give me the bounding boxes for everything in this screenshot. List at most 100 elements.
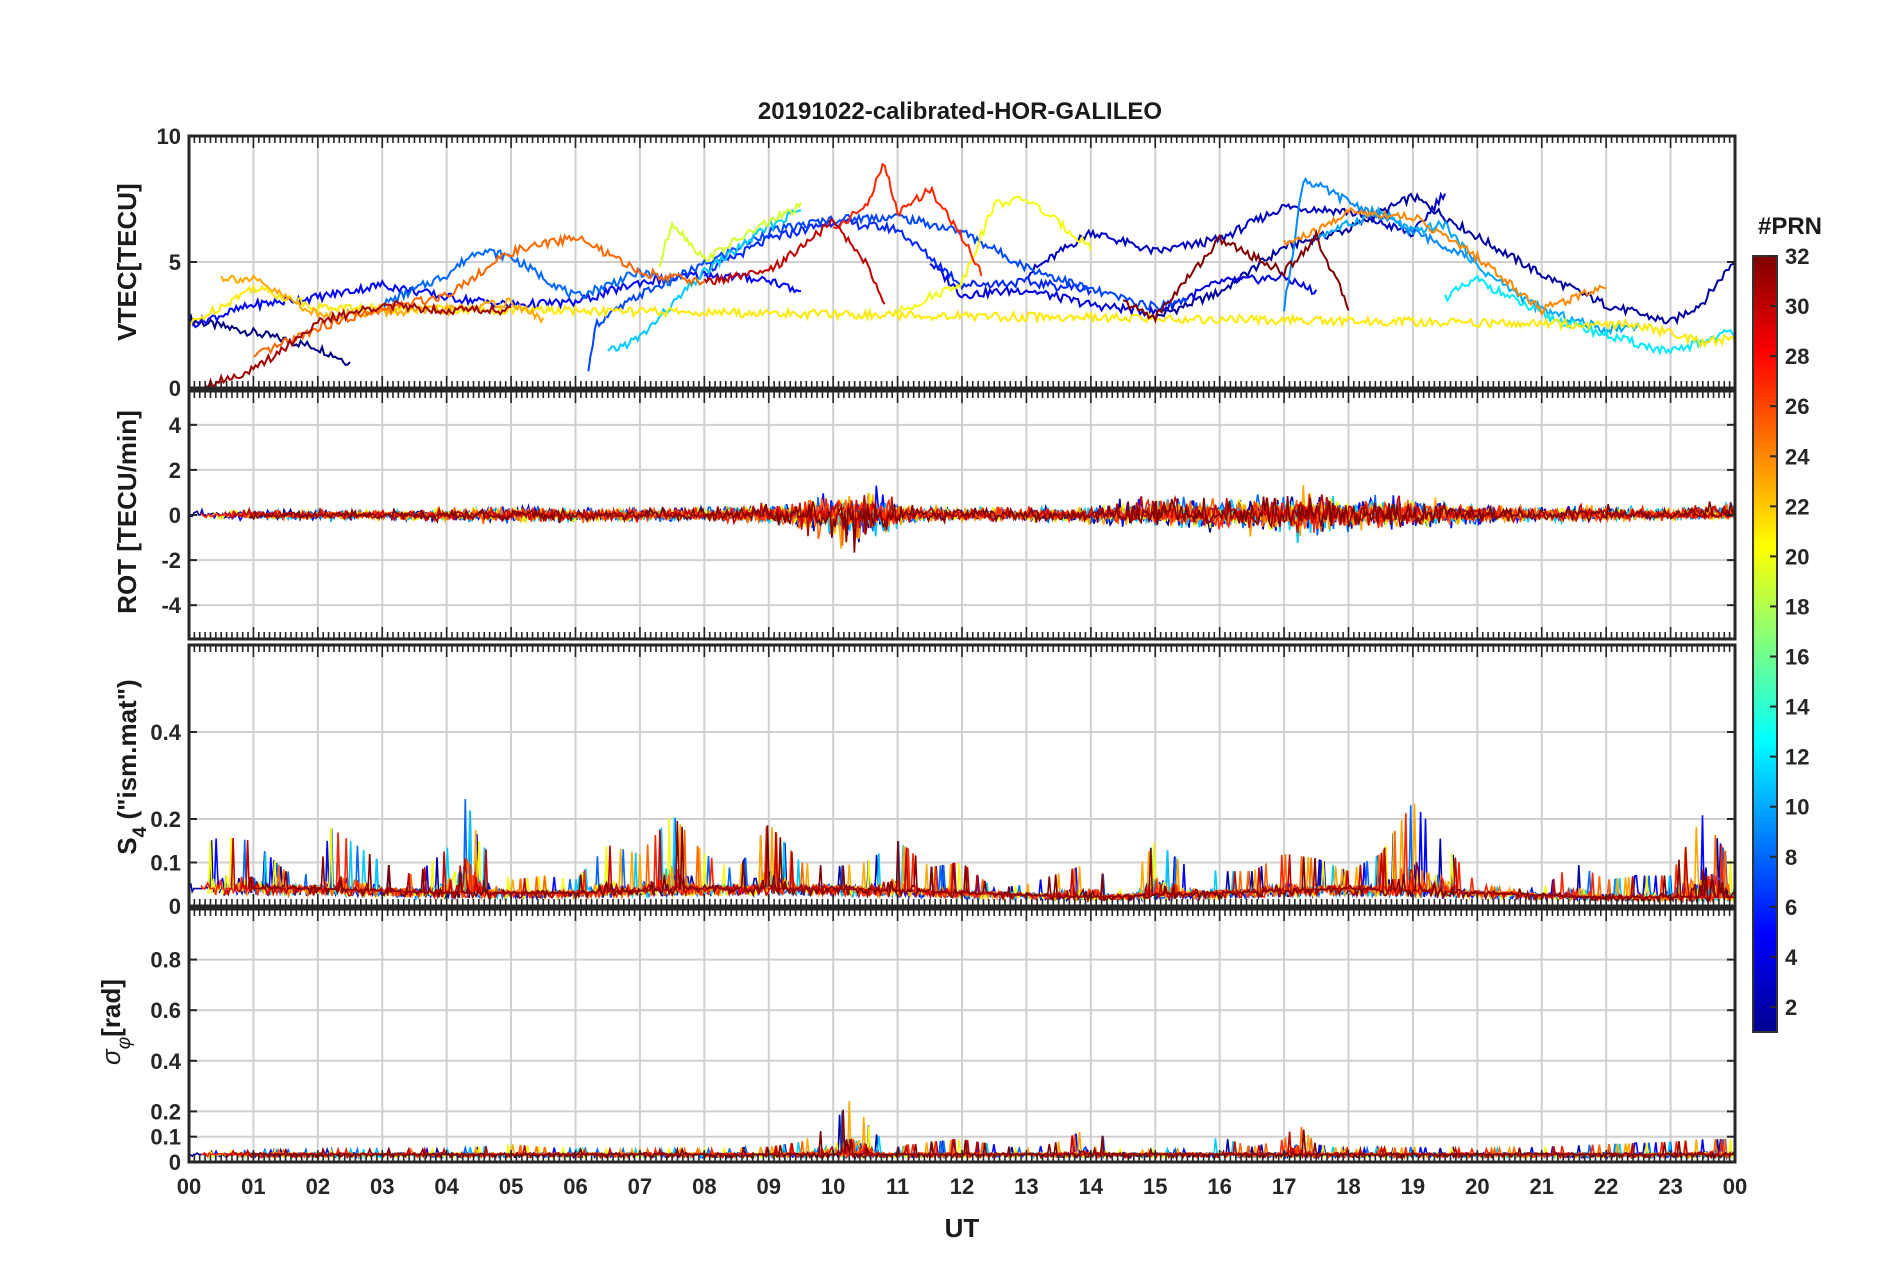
sigma-ytick-label: 0.4 bbox=[150, 1049, 181, 1074]
s4-panel: 0 0.1 0.2 0.4 bbox=[150, 643, 1737, 919]
sigma-ylabel-sub: φ bbox=[114, 1037, 135, 1049]
colorbar-tick-label: 12 bbox=[1785, 745, 1809, 770]
x-tick-label: 08 bbox=[692, 1174, 716, 1199]
vtec-ytick-label: 10 bbox=[157, 124, 181, 149]
x-tick-label: 00 bbox=[1723, 1174, 1747, 1199]
colorbar-tick-label: 16 bbox=[1785, 645, 1809, 670]
x-minor-ticks bbox=[188, 909, 1736, 1162]
colorbar-tick-label: 32 bbox=[1785, 244, 1809, 269]
sigma-ytick-label: 0.1 bbox=[150, 1125, 181, 1150]
vtec-series-prn-24 bbox=[1283, 206, 1607, 317]
vtec-series-prn-20 bbox=[896, 195, 1092, 315]
x-tick-label: 13 bbox=[1014, 1174, 1038, 1199]
x-tick-labels: 00 01 02 03 04 05 06 07 08 09 10 11 12 13 14 15 16 17 18 19… bbox=[177, 1174, 1747, 1199]
rot-ytick-label: 0 bbox=[169, 503, 181, 528]
vtec-series-prn-2 bbox=[1154, 192, 1735, 326]
colorbar-gradient bbox=[1752, 255, 1778, 1033]
s4-ylabel-sub: 4 bbox=[130, 826, 151, 837]
x-tick-label: 16 bbox=[1207, 1174, 1231, 1199]
sigma-ytick-label: 0 bbox=[169, 1150, 181, 1175]
colorbar-tick-label: 2 bbox=[1785, 995, 1797, 1020]
colorbar-tick-label: 6 bbox=[1785, 895, 1797, 920]
sigma-ytick-label: 0.2 bbox=[150, 1099, 181, 1124]
x-tick-label: 10 bbox=[821, 1174, 845, 1199]
sigma-ylabel-main: σ bbox=[96, 1048, 126, 1065]
x-tick-label: 05 bbox=[499, 1174, 523, 1199]
colorbar-tick-label: 20 bbox=[1785, 544, 1809, 569]
vtec-series-prn-4 bbox=[929, 262, 1318, 318]
s4-ytick-label: 0.4 bbox=[150, 720, 181, 745]
figure-title: 20191022-calibrated-HOR-GALILEO bbox=[758, 98, 1162, 125]
x-tick-label: 19 bbox=[1401, 1174, 1425, 1199]
x-tick-label: 06 bbox=[563, 1174, 587, 1199]
vtec-series-prn-30 bbox=[703, 217, 886, 305]
vtec-traces bbox=[189, 162, 1735, 388]
x-tick-label: 15 bbox=[1143, 1174, 1167, 1199]
vtec-series-prn-6 bbox=[703, 217, 1092, 296]
x-tick-label: 22 bbox=[1594, 1174, 1618, 1199]
sigma-ytick-label: 0.6 bbox=[150, 998, 181, 1023]
vtec-panel: 0 5 10 bbox=[157, 124, 1737, 401]
vtec-ylabel: VTEC[TECU] bbox=[112, 183, 142, 340]
sigma-phi-panel: 00.10.2 0.4 0.6 0.8 bbox=[150, 907, 1737, 1175]
colorbar-tick-label: 24 bbox=[1785, 444, 1810, 469]
x-tick-label: 21 bbox=[1530, 1174, 1554, 1199]
colorbar-tick-label: 8 bbox=[1785, 845, 1797, 870]
s4-ytick-label: 0.2 bbox=[150, 807, 181, 832]
rot-ytick-label: 2 bbox=[169, 458, 181, 483]
vtec-series-prn-32 bbox=[1122, 228, 1350, 324]
rot-ylabel: ROT [TECU/min] bbox=[112, 410, 142, 614]
colorbar-tick-label: 30 bbox=[1785, 294, 1809, 319]
vtec-series-prn-12 bbox=[1444, 274, 1735, 356]
grid-lines bbox=[189, 136, 1735, 388]
x-tick-label: 04 bbox=[434, 1174, 459, 1199]
rot-traces bbox=[189, 485, 1735, 553]
sigma-ylabel: σφ[rad] bbox=[96, 979, 135, 1065]
vtec-series-prn-3 bbox=[1025, 191, 1447, 280]
x-tick-label: 07 bbox=[628, 1174, 652, 1199]
vtec-series-prn-19 bbox=[658, 201, 802, 268]
x-tick-label: 23 bbox=[1658, 1174, 1682, 1199]
colorbar-tick-label: 14 bbox=[1785, 695, 1810, 720]
x-tick-label: 12 bbox=[950, 1174, 974, 1199]
colorbar-tick-label: 18 bbox=[1785, 594, 1809, 619]
vtec-ytick-label: 0 bbox=[169, 376, 181, 401]
vtec-ytick-label: 5 bbox=[169, 250, 181, 275]
x-tick-label: 02 bbox=[306, 1174, 330, 1199]
s4-trace-prn-32 bbox=[248, 820, 1735, 904]
rot-ytick-label: -2 bbox=[161, 548, 181, 573]
s4-ylabel-main: S bbox=[112, 837, 142, 854]
x-tick-label: 09 bbox=[757, 1174, 781, 1199]
colorbar-tick-label: 26 bbox=[1785, 394, 1809, 419]
colorbar-tick-label: 22 bbox=[1785, 494, 1809, 519]
vtec-series-prn-7 bbox=[587, 212, 1189, 372]
grid-lines bbox=[189, 909, 1735, 1162]
vtec-series-prn-9 bbox=[1283, 176, 1479, 312]
sigma-ylabel-rest: [rad] bbox=[96, 979, 126, 1037]
s4-ylabel: S4 ("ism.mat") bbox=[112, 679, 151, 854]
x-minor-ticks bbox=[188, 136, 1736, 388]
vtec-series-prn-27 bbox=[832, 162, 983, 277]
rot-ytick-label: 4 bbox=[169, 413, 182, 438]
s4-ylabel-rest: ("ism.mat") bbox=[112, 679, 142, 826]
vtec-series-prn-31 bbox=[201, 300, 512, 388]
sigma-ytick-label: 0.8 bbox=[150, 948, 181, 973]
grid-lines bbox=[189, 645, 1735, 906]
vtec-series-prn-8 bbox=[381, 248, 674, 310]
x-tick-label: 17 bbox=[1272, 1174, 1296, 1199]
x-tick-label: 18 bbox=[1336, 1174, 1360, 1199]
rot-trace-prn-32 bbox=[248, 495, 1735, 553]
x-tick-label: 01 bbox=[241, 1174, 265, 1199]
sigma-trace-prn-32 bbox=[248, 1109, 1735, 1160]
colorbar-tick-label: 4 bbox=[1785, 945, 1798, 970]
vtec-series-prn-25 bbox=[253, 233, 705, 358]
x-minor-ticks bbox=[188, 391, 1736, 639]
s4-ytick-label: 0 bbox=[169, 894, 181, 919]
colorbar-label: #PRN bbox=[1758, 213, 1822, 240]
rot-ytick-label: -4 bbox=[161, 593, 181, 618]
x-tick-label: 14 bbox=[1079, 1174, 1104, 1199]
x-tick-label: 00 bbox=[177, 1174, 201, 1199]
colorbar-tick-label: 10 bbox=[1785, 795, 1809, 820]
